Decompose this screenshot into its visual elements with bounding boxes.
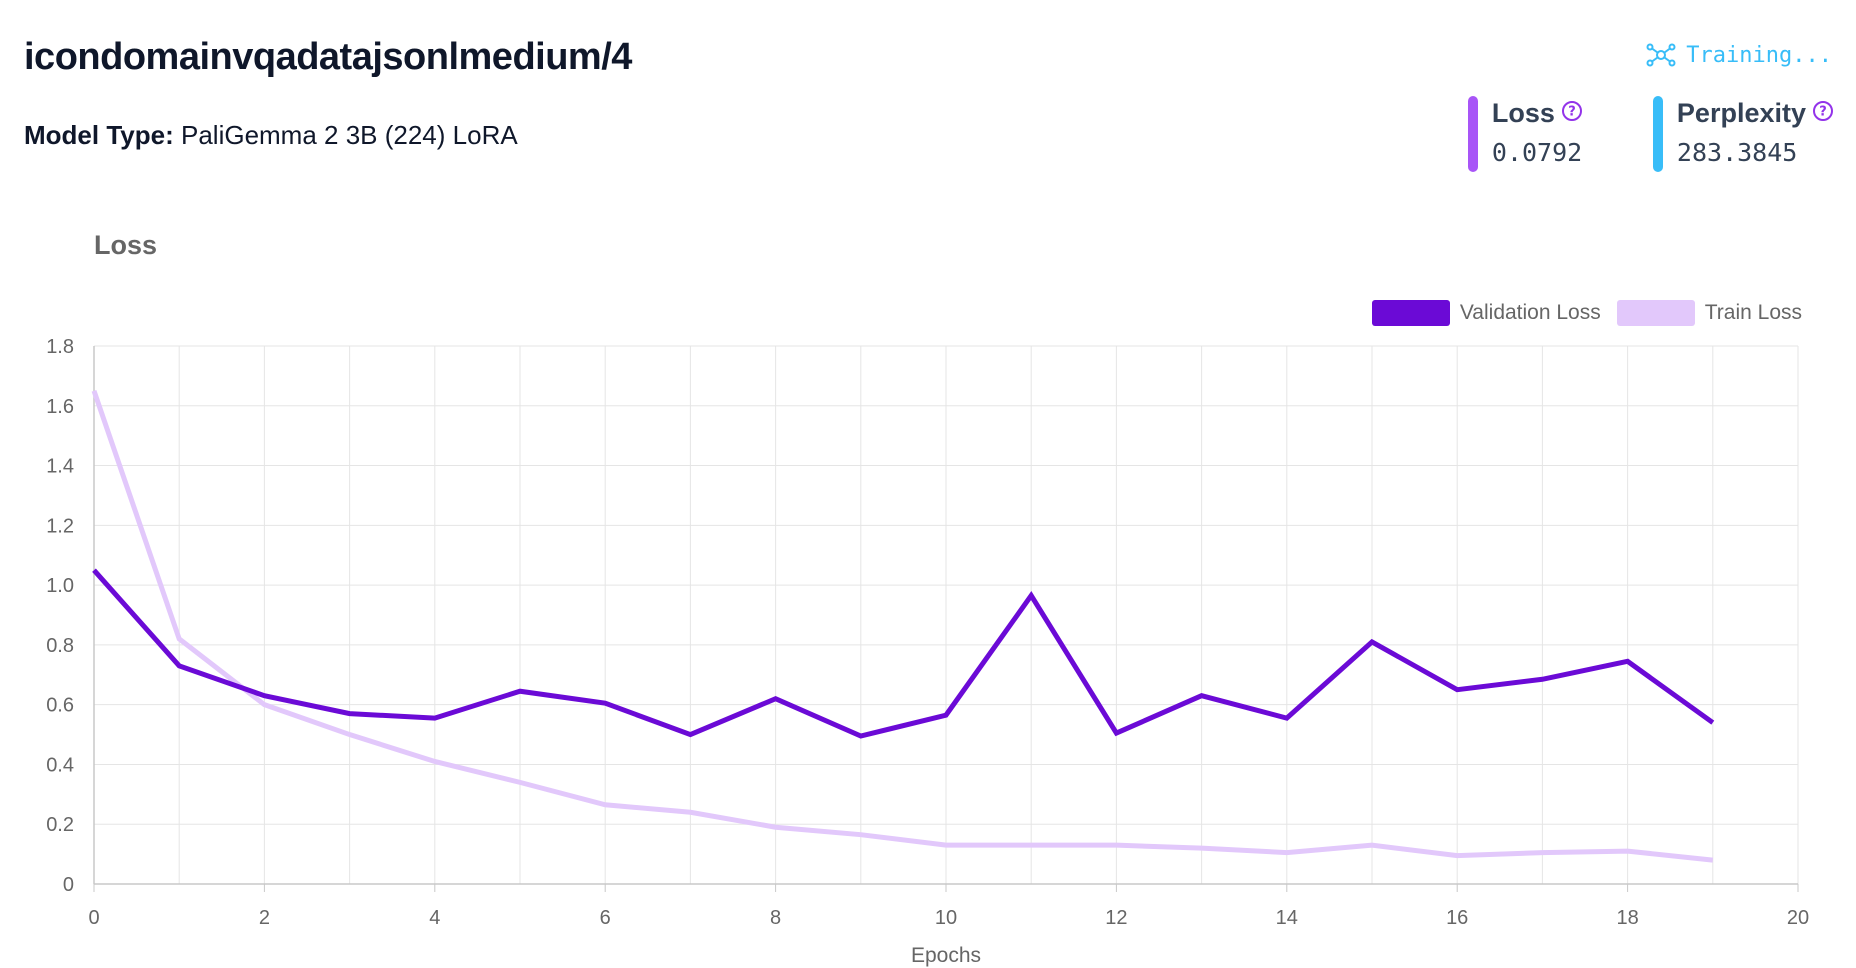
chart-legend: Validation Loss Train Loss [1371,300,1802,326]
y-tick-label: 1.4 [46,456,74,478]
metric-perplexity-value: 283.3845 [1676,138,1798,167]
chart-title: Loss [94,230,158,260]
legend-label-train: Train Loss [1704,301,1802,324]
series-line-train-loss [91,390,1714,863]
x-tick-label: 18 [1616,907,1638,929]
x-tick-label: 2 [259,907,270,929]
legend-item-train-loss[interactable]: Train Loss [1616,300,1802,326]
question-circle-icon[interactable]: ? [1561,96,1583,130]
y-tick-label: 0.8 [46,635,74,657]
metric-perplexity-bar [1652,96,1663,172]
model-type: Model Type: PaliGemma 2 3B (224) LoRA [24,120,518,151]
metric-perplexity-label: Perplexity [1676,98,1806,128]
y-tick-label: 1.0 [46,575,74,597]
model-title: icondomainvqadatajsonlmedium/4 [24,36,632,78]
metric-perplexity: Perplexity ? 283.3845 [1652,96,1834,172]
x-tick-label: 8 [770,907,781,929]
svg-text:?: ? [1819,105,1827,120]
x-axis-label: Epochs [911,944,981,967]
legend-label-validation: Validation Loss [1459,301,1601,324]
x-tick-label: 0 [88,907,99,929]
loss-chart: 0 0.2 0.4 0.6 0.8 1.0 1.2 1.4 1.6 1.8 0 2 4 6 8 10 12 14 1… [46,336,1809,967]
x-tick-label: 16 [1446,907,1468,929]
y-tick-label: 0 [63,874,74,896]
y-tick-label: 0.4 [46,754,74,776]
y-tick-label: 0.6 [46,695,74,717]
x-tick-label: 20 [1787,907,1809,929]
y-tick-label: 0.2 [46,814,74,836]
legend-swatch-validation [1371,300,1450,326]
x-tick-label: 6 [600,907,611,929]
legend-swatch-train [1616,300,1695,326]
metric-loss-label: Loss [1491,98,1555,128]
y-tick-label: 1.6 [46,396,74,418]
network-nodes-icon [1646,42,1676,68]
x-tick-label: 12 [1105,907,1127,929]
training-status: Training... [1646,42,1832,68]
series-line-validation-loss [92,568,1715,739]
metric-loss-bar [1467,96,1478,172]
y-tick-label: 1.2 [46,515,74,537]
metric-loss-value: 0.0792 [1491,138,1583,167]
svg-text:?: ? [1568,105,1576,120]
metrics-panel: Loss ? 0.0792 Perplexity [1467,96,1834,172]
legend-item-validation-loss[interactable]: Validation Loss [1371,300,1601,326]
model-type-value: PaliGemma 2 3B (224) LoRA [180,120,518,150]
x-tick-label: 10 [935,907,957,929]
training-status-text: Training... [1686,42,1832,68]
y-tick-label: 1.8 [46,336,74,358]
question-circle-icon[interactable]: ? [1812,96,1834,130]
model-type-label: Model Type: [24,120,174,150]
x-tick-label: 4 [429,907,440,929]
x-tick-label: 14 [1276,907,1298,929]
metric-loss: Loss ? 0.0792 [1467,96,1583,172]
